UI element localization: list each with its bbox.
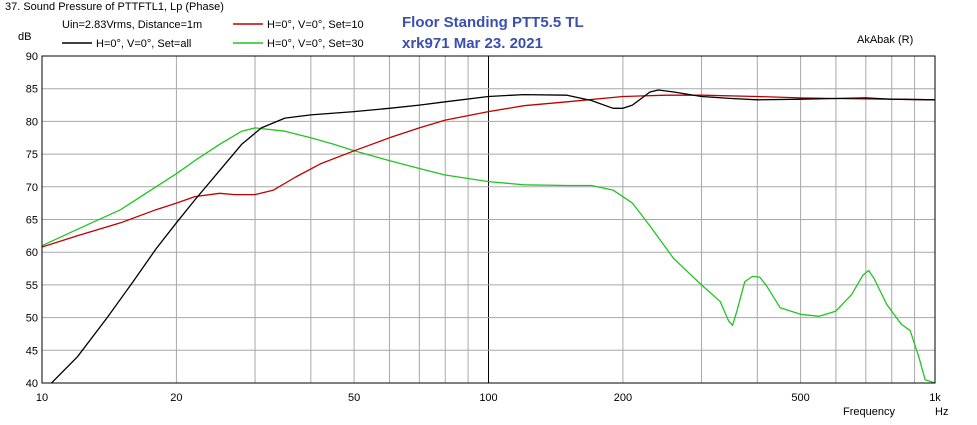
x-tick-label: 500	[791, 392, 809, 404]
chart-header: 37. Sound Pressure of PTTFTL1, Lp (Phase…	[5, 1, 224, 13]
legend-entry-setall: H=0°, V=0°, Set=all	[62, 38, 191, 50]
x-tick-label: 20	[170, 392, 182, 404]
y-tick-label: 85	[26, 84, 38, 96]
grid	[42, 56, 935, 383]
legend-label-set30: H=0°, V=0°, Set=30	[267, 38, 364, 50]
x-axis-label: Frequency	[843, 406, 895, 418]
x-tick-labels: 10 20 50 100 200 500 1k	[36, 392, 941, 404]
x-tick-label: 1k	[929, 392, 941, 404]
legend-label-set10: H=0°, V=0°, Set=10	[267, 19, 364, 31]
legend-entry-set30: H=0°, V=0°, Set=30	[233, 38, 364, 50]
series-line-h-0-v-0-set-30	[42, 127, 935, 383]
y-tick-label: 40	[26, 378, 38, 390]
y-tick-label: 65	[26, 215, 38, 227]
x-tick-label: 200	[614, 392, 632, 404]
x-tick-label: 50	[348, 392, 360, 404]
chart-title: Floor Standing PTT5.5 TL	[402, 14, 584, 31]
legend-entry-set10: H=0°, V=0°, Set=10	[233, 19, 364, 31]
series-line-h-0-v-0-set-all	[51, 89, 935, 383]
y-tick-label: 90	[26, 51, 38, 63]
legend-label-setall: H=0°, V=0°, Set=all	[96, 38, 191, 50]
x-axis-unit: Hz	[935, 406, 948, 418]
chart-subtitle: xrk971 Mar 23. 2021	[402, 35, 543, 52]
x-tick-label: 100	[479, 392, 497, 404]
plot-area	[42, 89, 935, 383]
y-tick-label: 75	[26, 149, 38, 161]
y-tick-label: 80	[26, 116, 38, 128]
y-tick-label: 45	[26, 345, 38, 357]
y-tick-label: 70	[26, 182, 38, 194]
y-tick-label: 60	[26, 247, 38, 259]
software-label: AkAbak (R)	[857, 34, 913, 46]
y-tick-labels: 40 45 50 55 60 65 70 75 80 85 90	[26, 51, 38, 390]
series-line-h-0-v-0-set-10	[42, 94, 935, 248]
legend-note: Uin=2.83Vrms, Distance=1m	[62, 19, 202, 31]
plot-frame	[41, 55, 936, 384]
y-tick-label: 50	[26, 313, 38, 325]
x-tick-label: 10	[36, 392, 48, 404]
y-tick-label: 55	[26, 280, 38, 292]
y-axis-label: dB	[18, 31, 31, 43]
